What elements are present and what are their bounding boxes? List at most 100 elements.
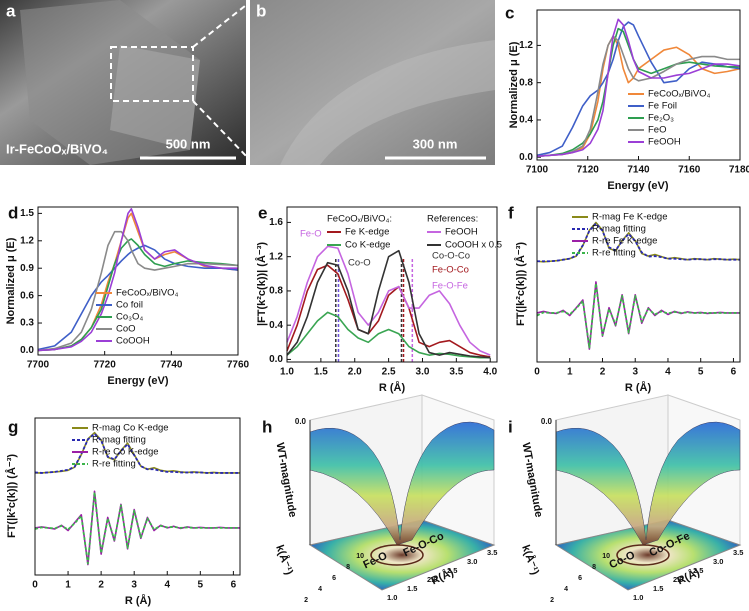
panel-letter: c — [505, 3, 514, 22]
scale-bar-label: 500 nm — [166, 136, 211, 151]
legend-label: R-re fitting — [92, 459, 136, 470]
wavelet-plot: i 0.0 WT-magnitude 2 4 6 8 10 1.0 1.5 2.0 2.5 3.0 3.5… — [508, 394, 743, 604]
z-tick-label: 0.0 — [541, 417, 553, 426]
series-line — [286, 245, 491, 356]
panel-letter: g — [8, 417, 18, 436]
legend-label: FeCoOₓ/BiVO₄ — [648, 89, 711, 100]
x-tick-label: 1 — [567, 367, 573, 378]
series-line — [286, 264, 491, 358]
annotation: Fe-O-Fe — [432, 281, 468, 292]
x-tick-label: 7160 — [678, 165, 701, 176]
series-line — [37, 208, 238, 352]
x-tick-label: 4.0 — [483, 367, 497, 378]
x-tick-label: 7120 — [577, 165, 600, 176]
x-tick-label: 7720 — [94, 360, 117, 371]
wavelet-plot: h 0.0 WT-magnitude 2 4 6 8 10 1.0 1.5 2.0 2.5 3.0 3.5… — [262, 394, 497, 604]
z-axis-title: WT-magnitude — [520, 442, 545, 519]
annotation: Co-O-Co — [432, 251, 470, 262]
x-tick-label: 1.0 — [280, 367, 294, 378]
x-tick-label: 4 — [164, 580, 170, 591]
legend-label: FeO — [648, 125, 666, 136]
y-axis-title: Normalized μ (E) — [508, 41, 520, 128]
x-tick-label: 7100 — [526, 165, 549, 176]
y-axis-title: FT(|k²c(k)|) (Å⁻³) — [5, 454, 18, 538]
scale-bar-label: 300 nm — [413, 136, 458, 151]
r-tick-label: 3.0 — [467, 557, 477, 566]
x-axis-title: R (Å) — [379, 381, 406, 394]
series-line — [536, 282, 740, 349]
series-line — [34, 491, 240, 565]
r-tick-label: 2.5 — [447, 566, 457, 575]
wt-contour — [370, 544, 424, 566]
x-tick-label: 7180 — [729, 165, 749, 176]
x-tick-label: 2.5 — [382, 367, 396, 378]
legend-label: FeOOH — [445, 227, 478, 238]
legend-label: R-mag fitting — [592, 224, 646, 235]
sample-caption: Ir-FeCoOₓ/BiVO₄ — [6, 141, 108, 156]
y-tick-label: 1.2 — [269, 251, 283, 262]
series-line — [37, 244, 239, 351]
x-tick-label: 1 — [65, 580, 71, 591]
x-tick-label: 5 — [698, 367, 704, 378]
k-tick-label: 8 — [592, 564, 596, 571]
k-tick-label: 10 — [602, 553, 610, 560]
plot-frame — [286, 206, 498, 363]
legend-label: R-mag Fe K-edge — [592, 212, 668, 223]
series-line — [536, 35, 740, 158]
panel-letter: f — [508, 203, 514, 222]
y-tick-label: 1.2 — [519, 40, 533, 51]
x-tick-label: 7140 — [627, 165, 650, 176]
r-tick-label: 2.5 — [693, 566, 703, 575]
r-tick-label: 3.5 — [733, 548, 743, 557]
series-line — [286, 249, 491, 359]
y-axis-title: Normalized μ (E) — [5, 237, 17, 324]
wt-surface — [555, 421, 741, 546]
y-tick-label: 0.0 — [20, 345, 34, 356]
y-tick-label: 1.6 — [269, 217, 283, 228]
x-axis-title: Energy (eV) — [607, 180, 668, 192]
x-axis-title: R (Å) — [125, 594, 152, 607]
floor — [308, 519, 496, 591]
y-axis-title: FT(|k²c(k)|) (Å⁻³) — [514, 242, 527, 326]
annotation: Fe-O-Co — [432, 265, 469, 276]
y-tick-label: 1.2 — [20, 235, 34, 246]
series-line — [536, 35, 741, 158]
y-tick-label: 0.8 — [269, 286, 283, 297]
legend-label: R-re Co K-edge — [92, 447, 159, 458]
z-axis-title: WT-magnitude — [274, 442, 299, 519]
legend-label: CoO — [116, 324, 136, 335]
legend-label: Co K-edge — [345, 240, 390, 251]
x-tick-label: 4 — [665, 367, 671, 378]
plot-frame — [34, 417, 241, 576]
r-tick-label: 1.5 — [407, 584, 417, 593]
annotation: Fe-O — [300, 229, 322, 240]
y-tick-label: 0.6 — [20, 290, 34, 301]
x-tick-label: 6 — [231, 580, 237, 591]
r-tick-label: 2.0 — [427, 575, 437, 584]
x-tick-label: 2.0 — [348, 367, 362, 378]
y-tick-label: 0.0 — [269, 354, 283, 365]
panel-letter: i — [508, 417, 513, 436]
x-tick-label: 3.0 — [416, 367, 430, 378]
r-tick-label: 3.0 — [713, 557, 723, 566]
k-tick-label: 4 — [564, 586, 568, 593]
legend-label: FeCoOₓ/BiVO₄ — [116, 288, 179, 299]
k-tick-label: 4 — [318, 586, 322, 593]
legend-label: R-re Fe K-edge — [592, 236, 657, 247]
r-tick-label: 3.5 — [487, 548, 497, 557]
plot-frame — [536, 206, 741, 363]
x-tick-label: 7740 — [160, 360, 183, 371]
panel-letter: d — [8, 203, 18, 222]
k-axis-title: k(Å⁻¹) — [519, 543, 542, 577]
series-line — [536, 281, 740, 350]
x-tick-label: 6 — [731, 367, 737, 378]
y-tick-label: 0.8 — [519, 77, 533, 88]
wt-surface — [309, 421, 495, 546]
series-line — [536, 18, 741, 158]
legend-label: CoOOH x 0.5 — [445, 240, 502, 251]
legend-label: Co₃O₄ — [116, 312, 143, 323]
x-tick-label: 7760 — [227, 360, 250, 371]
panel-letter: h — [262, 417, 272, 436]
zoom-box — [110, 46, 194, 102]
